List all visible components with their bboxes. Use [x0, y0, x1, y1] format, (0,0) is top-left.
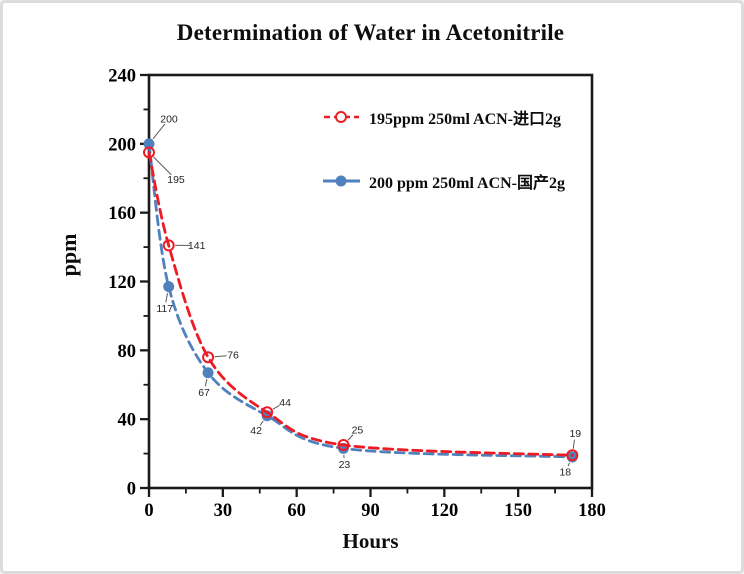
plot-area: 0 30 60 90 120 150 180 0 40 80 120 160 200 240 200 117 6…: [108, 67, 606, 522]
y-tick-label: 120: [108, 273, 136, 293]
data-label-domestic: 23: [339, 459, 351, 471]
data-label-imported: 25: [352, 424, 364, 436]
label-leader-domestic: [152, 123, 166, 140]
legend-label-domestic: 200 ppm 250ml ACN-国产2g: [369, 175, 566, 192]
y-tick-label: 240: [108, 67, 136, 87]
axes: 0 30 60 90 120 150 180 0 40 80 120 160 200 240: [108, 67, 606, 522]
marker-domestic: [202, 367, 214, 379]
data-label-imported: 141: [188, 240, 206, 252]
data-labels-group: 200 117 67 42 23 18 195 141 76 44 25 19: [152, 113, 581, 479]
legend-circle-domestic: [335, 175, 347, 187]
data-label-imported: 19: [569, 428, 581, 440]
data-label-imported: 195: [167, 174, 185, 186]
legend-entry-imported: 195ppm 250ml ACN-进口2g: [323, 105, 565, 129]
marker-domestic: [163, 281, 175, 293]
legend-label-imported: 195ppm 250ml ACN-进口2g: [369, 111, 562, 128]
x-tick-label: 0: [144, 501, 153, 521]
legend-marker-open-circle-icon: [324, 111, 359, 123]
label-leader-imported: [153, 156, 172, 176]
chart-title: Determination of Water in Acetonitrile: [176, 20, 565, 45]
data-label-imported: 44: [279, 397, 291, 409]
label-leader-domestic: [165, 292, 169, 303]
label-leader-domestic: [204, 378, 208, 387]
marker-imported: [202, 351, 215, 364]
y-tick-label: 0: [127, 480, 136, 500]
label-leader-imported: [272, 405, 280, 410]
x-axis-title: Hours: [342, 529, 399, 553]
y-tick-label: 200: [108, 135, 136, 155]
data-label-domestic: 18: [559, 467, 571, 479]
series-group: [143, 138, 579, 463]
data-label-domestic: 200: [160, 113, 178, 125]
data-label-imported: 76: [227, 350, 239, 362]
data-label-domestic: 117: [156, 303, 173, 315]
label-leader-domestic: [259, 420, 264, 426]
marker-imported: [143, 146, 155, 159]
label-leader-domestic: [567, 462, 571, 467]
x-tick-label: 90: [361, 501, 380, 521]
legend-circle-imported: [335, 111, 347, 123]
legend: 195ppm 250ml ACN-进口2g 200 ppm 250ml ACN-国…: [323, 105, 565, 193]
legend-entry-domestic: 200 ppm 250ml ACN-国产2g: [323, 169, 565, 193]
x-tick-label: 180: [578, 501, 606, 521]
marker-imported: [566, 449, 579, 462]
y-tick-label: 160: [108, 204, 136, 224]
series-line-imported: [147, 151, 574, 457]
data-label-domestic: 67: [198, 387, 210, 399]
label-leader-imported: [214, 355, 227, 358]
label-leader-imported: [347, 434, 354, 441]
legend-marker-filled-circle-icon: [323, 175, 360, 187]
y-tick-label: 40: [118, 411, 137, 431]
y-axis-title: ppm: [56, 233, 81, 277]
series-line-domestic: [147, 142, 574, 459]
marker-domestic: [143, 138, 155, 150]
data-label-domestic: 42: [250, 425, 262, 437]
marker-imported: [162, 239, 175, 252]
marker-imported: [337, 438, 350, 451]
marker-imported: [261, 406, 274, 419]
x-tick-label: 30: [214, 501, 233, 521]
y-tick-label: 80: [118, 342, 137, 362]
label-leader-imported: [572, 439, 575, 449]
x-tick-label: 120: [430, 501, 458, 521]
x-tick-label: 150: [504, 501, 532, 521]
x-tick-label: 60: [287, 501, 306, 521]
